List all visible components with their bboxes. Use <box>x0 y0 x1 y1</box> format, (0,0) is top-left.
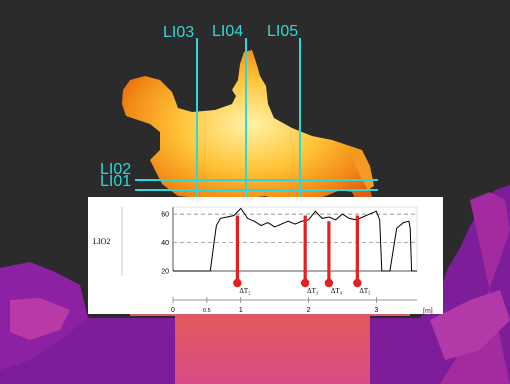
chart-y-ticks: 20 40 60 <box>161 212 169 276</box>
chart-marker-label: ΔT₃ <box>307 287 319 295</box>
chart-series-line <box>173 207 417 272</box>
overlay-lines <box>135 38 378 200</box>
chart-marker-bar <box>303 215 307 283</box>
chart-x-ticks: 0 0.5 1 2 3 <box>171 297 378 314</box>
chart-grid <box>173 213 417 243</box>
chart-marker-label: ΔT₄ <box>331 287 343 295</box>
chart-marker-bar <box>327 221 331 283</box>
pedestal <box>175 308 370 384</box>
chart-ylabel: LIO2 <box>93 237 110 246</box>
chart-marker-dot <box>233 278 242 288</box>
chart-y-tick-label: 40 <box>161 240 169 247</box>
foliage <box>0 185 510 384</box>
chart-marker-dot <box>324 278 334 288</box>
overlay-labels: LI03 LI04 LI05 LI02 LI01 <box>100 23 298 190</box>
chart-marker-dot <box>300 278 310 288</box>
chart-x-tick-label: 0 <box>171 307 175 314</box>
chart-x-unit: [m] <box>423 308 433 315</box>
chart-x-tick-label: 1 <box>239 307 243 314</box>
chart-markers: ΔT₂ ΔT₃ ΔT₄ ΔT₅ <box>233 215 371 295</box>
chart-panel: LIO2 20 40 60 ΔT₂ ΔT₃ ΔT₄ ΔT₅ 0 0.5 1 2 3 [m] <box>88 197 443 315</box>
chart-marker-label: ΔT₂ <box>239 287 251 295</box>
chart-y-tick-label: 60 <box>161 212 169 219</box>
chart-marker-bar <box>235 215 239 283</box>
chart-x-tick-label: 0.5 <box>203 308 211 314</box>
statue <box>122 50 378 215</box>
label-li02: LI02 <box>100 161 131 178</box>
chart-marker-label: ΔT₅ <box>359 287 371 295</box>
chart-x-tick-label: 2 <box>307 307 311 314</box>
label-li05: LI05 <box>267 23 298 40</box>
chart-marker-dot <box>353 278 362 288</box>
label-li03: LI03 <box>163 24 194 41</box>
label-li04: LI04 <box>212 23 243 40</box>
label-li01: LI01 <box>100 173 131 190</box>
chart-x-tick-label: 3 <box>374 307 378 314</box>
chart-series <box>173 207 417 272</box>
chart-background <box>88 197 443 314</box>
chart-y-tick-label: 20 <box>161 269 169 276</box>
chart-marker-bar <box>355 215 359 283</box>
